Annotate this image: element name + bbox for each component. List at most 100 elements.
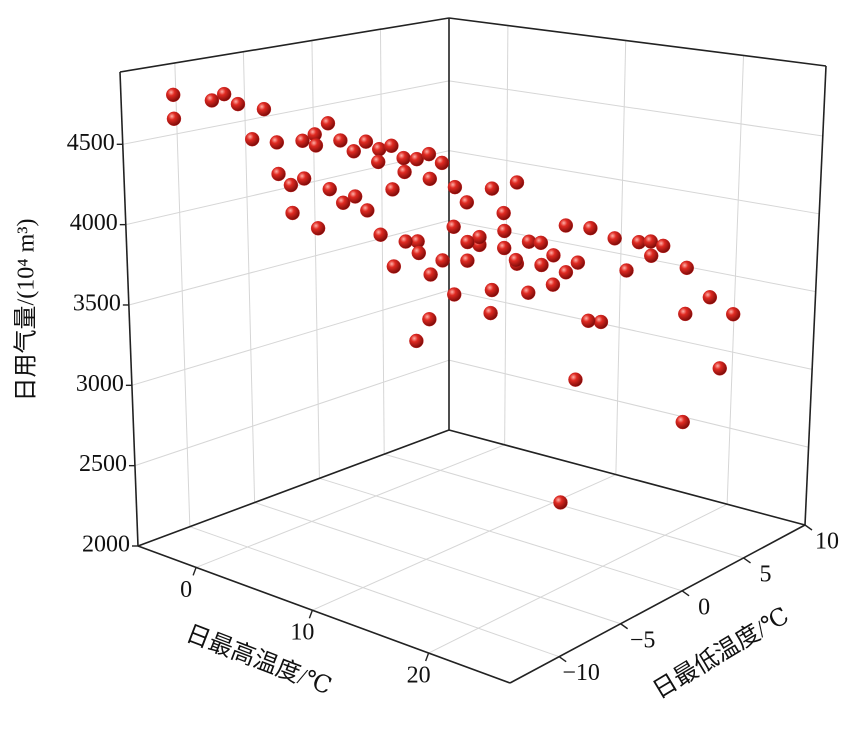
grid-line	[448, 289, 813, 370]
tick-mark	[424, 652, 430, 662]
point	[447, 287, 462, 302]
point	[271, 166, 286, 182]
grid-line	[448, 150, 820, 215]
point	[446, 219, 461, 234]
frame	[116, 17, 827, 684]
point	[308, 138, 324, 153]
point	[558, 265, 574, 280]
point	[656, 238, 671, 254]
point	[422, 171, 438, 187]
point	[256, 101, 272, 117]
point	[593, 314, 609, 330]
y-tick-label: −5	[630, 627, 656, 653]
point	[484, 282, 500, 298]
grid-line	[615, 40, 627, 475]
axis-line	[137, 545, 511, 684]
point	[216, 86, 232, 102]
point	[373, 227, 388, 242]
point	[568, 372, 583, 387]
grid-line	[195, 444, 505, 568]
point	[497, 223, 512, 239]
point	[712, 361, 727, 376]
x-tick-label: 20	[407, 663, 431, 689]
point	[360, 203, 375, 218]
point	[583, 220, 598, 236]
point	[230, 96, 246, 112]
point	[675, 414, 690, 430]
grid-line	[131, 289, 450, 386]
tick-mark	[192, 567, 197, 576]
point	[558, 218, 574, 233]
grid-line	[254, 502, 621, 625]
grid-line	[128, 220, 450, 306]
y-tick-label: −10	[562, 660, 600, 686]
axis-line	[119, 71, 139, 547]
y-tick-label: 0	[698, 594, 710, 620]
point	[509, 175, 525, 190]
point	[435, 253, 450, 268]
point	[335, 195, 351, 210]
grid-line	[379, 29, 385, 455]
z-tick-label: 4000	[70, 210, 118, 236]
point	[644, 248, 659, 263]
point	[310, 221, 326, 236]
point	[581, 313, 596, 329]
labels: 2000 2500 3000 3500 4000 4500 0 10 20 −10 −5 0 5 10	[67, 130, 839, 689]
point	[204, 93, 220, 108]
grid-line	[726, 55, 745, 505]
point	[496, 240, 512, 256]
grid-line	[242, 51, 256, 503]
point	[398, 234, 413, 249]
z-tick-label: 3500	[73, 290, 121, 316]
point	[546, 248, 561, 263]
grid-line	[189, 526, 560, 658]
point	[371, 141, 387, 157]
point	[423, 267, 438, 282]
point	[702, 290, 718, 305]
point	[285, 205, 300, 221]
point	[496, 205, 511, 221]
points	[166, 86, 741, 510]
grid-line	[174, 62, 191, 527]
point	[421, 146, 437, 162]
point	[459, 195, 475, 210]
point	[447, 179, 463, 195]
tick-mark	[681, 590, 690, 597]
point	[533, 235, 549, 251]
point	[283, 177, 299, 193]
point	[269, 135, 285, 150]
point	[385, 182, 400, 197]
point	[460, 253, 475, 268]
point	[521, 285, 536, 300]
point	[422, 312, 437, 327]
point	[534, 257, 549, 273]
axis-line	[448, 429, 806, 526]
tick-mark	[804, 524, 813, 531]
axis-line	[137, 429, 450, 547]
point	[320, 116, 336, 131]
point	[508, 252, 524, 268]
point	[643, 234, 658, 249]
tick-mark	[743, 557, 751, 564]
grid-line	[319, 477, 683, 592]
point	[346, 144, 361, 159]
point	[409, 333, 424, 349]
x-tick-label: 0	[180, 577, 192, 603]
grid-line	[311, 40, 320, 479]
point	[397, 164, 412, 180]
z-axis-title: 日用气量/(10⁴ m³)	[13, 219, 40, 402]
x-tick-label: 10	[290, 620, 314, 646]
point	[371, 154, 386, 170]
z-tick-label: 2000	[82, 532, 130, 558]
point	[619, 263, 634, 278]
z-tick-label: 4500	[67, 130, 115, 156]
point	[384, 138, 399, 153]
point	[545, 277, 561, 292]
point	[295, 133, 310, 148]
axis-line	[804, 65, 827, 526]
point	[483, 305, 498, 321]
point	[166, 87, 181, 103]
point	[296, 171, 312, 186]
grid-line	[448, 80, 823, 137]
